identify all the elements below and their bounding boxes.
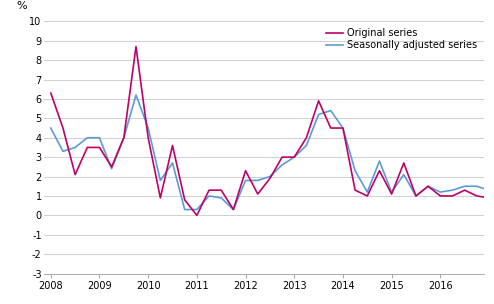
Seasonally adjusted series xyxy=(121,136,127,140)
Seasonally adjusted series xyxy=(243,179,248,182)
Original series xyxy=(218,188,224,192)
Seasonally adjusted series xyxy=(340,126,346,130)
Seasonally adjusted series xyxy=(218,196,224,200)
Original series xyxy=(450,194,455,198)
Seasonally adjusted series xyxy=(206,194,212,198)
Seasonally adjusted series xyxy=(158,179,164,182)
Original series xyxy=(255,192,261,196)
Line: Original series: Original series xyxy=(51,47,494,264)
Seasonally adjusted series xyxy=(194,208,200,211)
Seasonally adjusted series xyxy=(291,155,297,159)
Original series xyxy=(169,144,175,147)
Original series xyxy=(206,188,212,192)
Original series xyxy=(376,169,382,173)
Original series xyxy=(267,177,273,180)
Original series xyxy=(486,196,492,200)
Seasonally adjusted series xyxy=(72,146,78,149)
Original series xyxy=(48,91,54,95)
Original series xyxy=(194,213,200,217)
Seasonally adjusted series xyxy=(316,112,322,116)
Seasonally adjusted series xyxy=(364,190,370,194)
Seasonally adjusted series xyxy=(389,190,395,194)
Original series xyxy=(96,146,102,149)
Original series xyxy=(133,45,139,48)
Original series xyxy=(72,173,78,176)
Original series xyxy=(474,194,480,198)
Seasonally adjusted series xyxy=(425,185,431,188)
Seasonally adjusted series xyxy=(169,161,175,165)
Original series xyxy=(364,194,370,198)
Original series xyxy=(60,126,66,130)
Original series xyxy=(182,198,188,202)
Original series xyxy=(328,126,334,130)
Original series xyxy=(230,208,236,211)
Seasonally adjusted series xyxy=(182,208,188,211)
Legend: Original series, Seasonally adjusted series: Original series, Seasonally adjusted ser… xyxy=(324,26,479,52)
Seasonally adjusted series xyxy=(109,167,115,171)
Seasonally adjusted series xyxy=(486,188,492,192)
Seasonally adjusted series xyxy=(48,126,54,130)
Original series xyxy=(340,126,346,130)
Line: Seasonally adjusted series: Seasonally adjusted series xyxy=(51,95,494,235)
Original series xyxy=(243,169,248,173)
Seasonally adjusted series xyxy=(474,185,480,188)
Seasonally adjusted series xyxy=(352,169,358,173)
Seasonally adjusted series xyxy=(133,93,139,97)
Seasonally adjusted series xyxy=(376,159,382,163)
Original series xyxy=(279,155,285,159)
Original series xyxy=(303,136,309,140)
Original series xyxy=(291,155,297,159)
Original series xyxy=(121,136,127,140)
Original series xyxy=(145,136,151,140)
Seasonally adjusted series xyxy=(279,163,285,167)
Original series xyxy=(352,188,358,192)
Original series xyxy=(413,194,419,198)
Seasonally adjusted series xyxy=(413,194,419,198)
Original series xyxy=(425,185,431,188)
Seasonally adjusted series xyxy=(303,144,309,147)
Original series xyxy=(401,161,407,165)
Seasonally adjusted series xyxy=(145,126,151,130)
Original series xyxy=(158,196,164,200)
Seasonally adjusted series xyxy=(450,188,455,192)
Seasonally adjusted series xyxy=(328,109,334,112)
Seasonally adjusted series xyxy=(462,185,468,188)
Seasonally adjusted series xyxy=(437,190,443,194)
Original series xyxy=(389,192,395,196)
Seasonally adjusted series xyxy=(267,175,273,178)
Seasonally adjusted series xyxy=(60,150,66,153)
Text: %: % xyxy=(16,1,27,11)
Original series xyxy=(462,188,468,192)
Original series xyxy=(109,165,115,169)
Seasonally adjusted series xyxy=(230,208,236,211)
Original series xyxy=(84,146,90,149)
Original series xyxy=(316,99,322,103)
Original series xyxy=(437,194,443,198)
Seasonally adjusted series xyxy=(255,179,261,182)
Seasonally adjusted series xyxy=(96,136,102,140)
Seasonally adjusted series xyxy=(84,136,90,140)
Seasonally adjusted series xyxy=(401,173,407,176)
